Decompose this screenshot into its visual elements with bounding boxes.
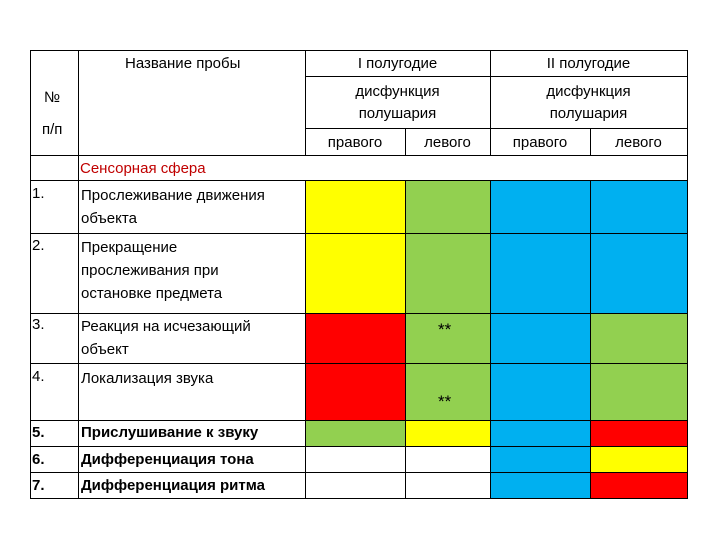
row-line-1 (30, 233, 688, 234)
row-number: 3. (32, 316, 45, 333)
col-line-sub1-body (405, 180, 406, 499)
cell-row7-col1 (305, 472, 405, 498)
cell-row4-col3 (490, 363, 590, 420)
cell-row5-col3 (490, 420, 590, 446)
row-number: 6. (32, 451, 45, 468)
col-line-halves (490, 50, 491, 156)
cell-row3-col3 (490, 313, 590, 363)
border-right (687, 50, 688, 499)
mark-row4: ** (438, 392, 452, 411)
border-top (30, 50, 688, 51)
row-line-3 (30, 363, 688, 364)
header-left2: левого (615, 134, 662, 151)
row-number: 7. (32, 477, 45, 494)
row-number: 5. (32, 424, 45, 441)
cell-row1-col1 (305, 180, 405, 233)
cell-row7-col4 (590, 472, 687, 498)
header-left1: левого (424, 134, 471, 151)
row-test-name: Дифференциация ритма (81, 477, 265, 494)
col-line-num (78, 50, 79, 499)
header-line-half (305, 76, 688, 77)
row-number: 2. (32, 237, 45, 254)
cell-row1-col2 (405, 180, 490, 233)
section-bottom (30, 180, 688, 181)
col-line-sub2-body (590, 180, 591, 499)
col-line-sub1 (405, 128, 406, 156)
cell-row6-col2 (405, 446, 490, 472)
row-test-name: Дифференциация тона (81, 451, 254, 468)
row-test-name: объекта (81, 210, 137, 227)
cell-row7-col2 (405, 472, 490, 498)
col-line-name (305, 180, 306, 499)
header-dys1-line2: полушария (358, 105, 437, 122)
row-test-name: Прислушивание к звуку (81, 424, 259, 441)
header-dys2-line1: дисфункция (546, 83, 631, 100)
header-bottom (30, 155, 688, 156)
row-test-name: прослеживания при (81, 262, 219, 279)
mark-row3: ** (438, 320, 452, 339)
row-line-5 (30, 446, 688, 447)
cell-row2-col3 (490, 233, 590, 313)
row-test-name: Реакция на исчезающий (81, 318, 251, 335)
cell-row4-col4 (590, 363, 687, 420)
row-test-name: объект (81, 341, 129, 358)
cell-row4-col1 (305, 363, 405, 420)
cell-row5-col1 (305, 420, 405, 446)
cell-row5-col4 (590, 420, 687, 446)
border-left (30, 50, 31, 499)
cell-row2-col1 (305, 233, 405, 313)
header-pp: п/п (42, 121, 63, 138)
cell-row4-col2 (405, 363, 490, 420)
section-title: Сенсорная сфера (80, 160, 206, 177)
header-half2: II полугодие (546, 55, 631, 72)
cell-row6-col1 (305, 446, 405, 472)
header-number-symbol: № (44, 89, 61, 106)
cell-row2-col4 (590, 233, 687, 313)
row-line-7 (30, 498, 688, 499)
header-half1: I полугодие (357, 55, 438, 72)
cell-row7-col3 (490, 472, 590, 498)
row-test-name: остановке предмета (81, 285, 223, 302)
header-dys2-line2: полушария (549, 105, 628, 122)
row-line-6 (30, 472, 688, 473)
cell-row1-col3 (490, 180, 590, 233)
header-right1: правого (327, 134, 383, 151)
cell-row3-col2 (405, 313, 490, 363)
cell-row5-col2 (405, 420, 490, 446)
row-test-name: Прекращение (81, 239, 178, 256)
row-number: 1. (32, 185, 45, 202)
header-dys1-line1: дисфункция (355, 83, 440, 100)
row-line-2 (30, 313, 688, 314)
header-right2: правого (512, 134, 568, 151)
cell-row6-col4 (590, 446, 687, 472)
row-line-4 (30, 420, 688, 421)
col-line-halves-body (490, 180, 491, 499)
cell-row3-col4 (590, 313, 687, 363)
header-test-name: Название пробы (125, 55, 241, 72)
cell-row2-col2 (405, 233, 490, 313)
cell-row3-col1 (305, 313, 405, 363)
header-line-dys (305, 128, 688, 129)
row-test-name: Локализация звука (81, 370, 214, 387)
row-number: 4. (32, 368, 45, 385)
row-test-name: Прослеживание движения (81, 187, 265, 204)
col-line-sub2 (590, 128, 591, 156)
cell-row1-col4 (590, 180, 687, 233)
cell-row6-col3 (490, 446, 590, 472)
col-line-name-head (305, 50, 306, 156)
